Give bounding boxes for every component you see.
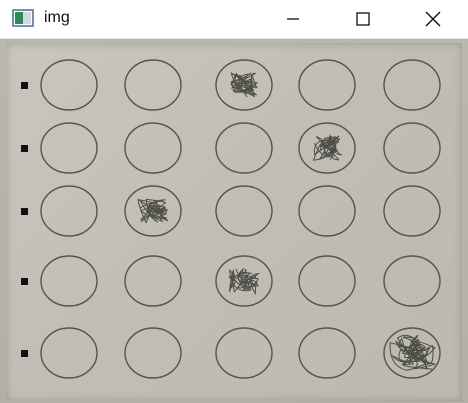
bubble-empty bbox=[298, 327, 356, 379]
bubble-empty bbox=[124, 59, 182, 111]
bubble-filled bbox=[124, 185, 182, 237]
row-marker bbox=[21, 208, 28, 215]
bubble-empty bbox=[215, 185, 273, 237]
bubble-empty bbox=[383, 122, 441, 174]
bubble-empty bbox=[383, 185, 441, 237]
row-marker bbox=[21, 145, 28, 152]
bubble-empty bbox=[215, 122, 273, 174]
bubble-filled bbox=[215, 255, 273, 307]
bubble-empty bbox=[124, 122, 182, 174]
bubble-empty bbox=[383, 255, 441, 307]
bubble-empty bbox=[124, 255, 182, 307]
row-marker bbox=[21, 350, 28, 357]
answer-sheet bbox=[6, 43, 462, 401]
title-bar[interactable]: img bbox=[0, 0, 468, 39]
bubble-empty bbox=[383, 59, 441, 111]
bubble-empty bbox=[298, 185, 356, 237]
maximize-icon bbox=[356, 12, 370, 26]
bubble-filled bbox=[215, 59, 273, 111]
bubble-filled bbox=[383, 327, 441, 379]
bubble-empty bbox=[124, 327, 182, 379]
bubble-empty bbox=[40, 122, 98, 174]
minimize-button[interactable] bbox=[270, 0, 316, 38]
bubble-empty bbox=[40, 185, 98, 237]
maximize-button[interactable] bbox=[340, 0, 386, 38]
row-marker bbox=[21, 82, 28, 89]
image-canvas bbox=[0, 39, 468, 403]
bubble-empty bbox=[298, 59, 356, 111]
bubble-empty bbox=[215, 327, 273, 379]
bubble-empty bbox=[298, 255, 356, 307]
close-icon bbox=[425, 11, 441, 27]
bubble-empty bbox=[40, 327, 98, 379]
row-marker bbox=[21, 278, 28, 285]
window-title: img bbox=[44, 9, 70, 26]
bubble-filled bbox=[298, 122, 356, 174]
bubble-empty bbox=[40, 255, 98, 307]
minimize-icon bbox=[287, 18, 299, 20]
bubble-empty bbox=[40, 59, 98, 111]
close-button[interactable] bbox=[410, 0, 456, 38]
image-window-icon bbox=[12, 9, 34, 27]
